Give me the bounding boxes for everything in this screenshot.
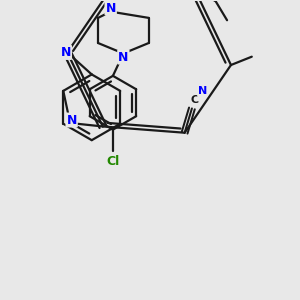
Text: N: N: [61, 46, 71, 59]
Text: N: N: [66, 113, 77, 127]
Text: C: C: [190, 95, 198, 105]
Text: N: N: [106, 2, 116, 14]
Text: N: N: [198, 86, 207, 97]
Text: N: N: [118, 50, 129, 64]
Text: Cl: Cl: [106, 155, 119, 168]
